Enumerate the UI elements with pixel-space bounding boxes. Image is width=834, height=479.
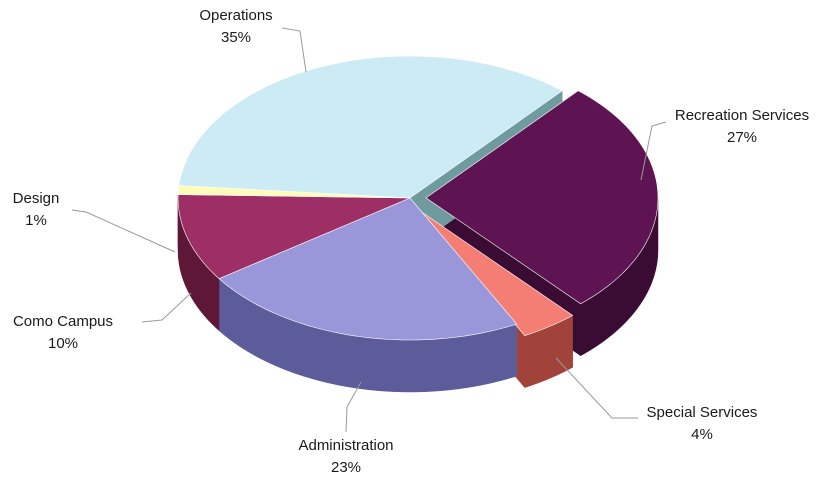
- slice-administration: [218, 197, 518, 341]
- slice-recreation-services: [425, 90, 659, 305]
- leader-design: [71, 209, 176, 253]
- slice-name-label: Design: [13, 190, 60, 207]
- leader-operations: [281, 27, 307, 73]
- slice-operations: [178, 55, 563, 199]
- slice-como-campus: [177, 194, 411, 279]
- slice-labels: Operations 35% Recreation Services 27% Speci…: [13, 7, 809, 476]
- leader-recreation-services: [640, 121, 667, 181]
- leader-lines: [71, 27, 667, 433]
- slice-percent-label: 10%: [48, 335, 78, 352]
- slice-name-label: Operations: [199, 7, 272, 24]
- slice-design: [177, 185, 411, 199]
- slice-name-label: Administration: [298, 437, 393, 454]
- slice-percent-label: 35%: [221, 29, 251, 46]
- slice-percent-label: 27%: [727, 129, 757, 146]
- slice-percent-label: 23%: [331, 459, 361, 476]
- leader-como-campus: [141, 292, 192, 323]
- slice-percent-label: 4%: [691, 426, 713, 443]
- slice-special-services: [417, 209, 574, 336]
- pie-tops: [177, 55, 659, 341]
- slice-name-label: Recreation Services: [675, 107, 809, 124]
- slice-percent-label: 1%: [25, 212, 47, 229]
- leader-special-services: [555, 357, 638, 419]
- slice-name-label: Como Campus: [13, 313, 113, 330]
- leader-administration: [345, 381, 362, 433]
- slice-name-label: Special Services: [647, 404, 758, 421]
